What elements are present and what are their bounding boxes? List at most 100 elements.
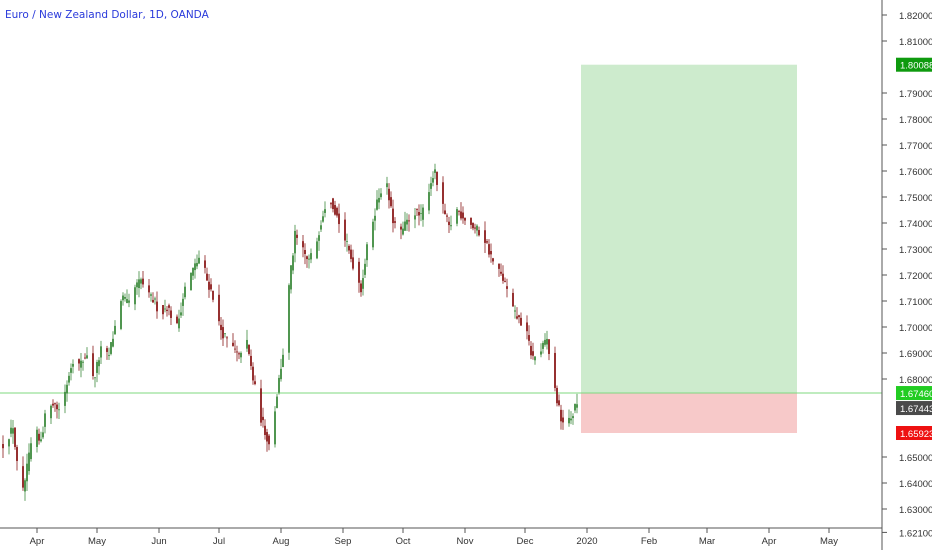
candle-body <box>180 312 182 316</box>
profit-zone <box>581 64 797 394</box>
candle <box>418 204 420 226</box>
candle-body <box>560 409 562 422</box>
x-tick-label: Sep <box>335 536 352 547</box>
candle <box>304 243 306 265</box>
candle <box>246 329 248 352</box>
candle-body <box>226 337 228 339</box>
candle <box>498 263 500 277</box>
candle-body <box>458 211 460 212</box>
candle <box>574 403 576 414</box>
candle <box>546 330 548 350</box>
candle <box>318 231 320 251</box>
candle <box>280 358 282 382</box>
price-tag-bg <box>896 386 932 401</box>
candle <box>192 267 194 281</box>
candle <box>196 254 198 270</box>
candle-body <box>516 316 518 319</box>
candle <box>248 344 250 356</box>
candle <box>436 171 438 192</box>
candle <box>320 220 322 233</box>
candle-body <box>420 213 422 215</box>
candle <box>442 176 444 214</box>
candle-body <box>150 294 152 296</box>
candle-body <box>572 416 574 419</box>
candle-body <box>140 279 142 284</box>
candle <box>400 223 402 240</box>
candle-body <box>44 413 46 427</box>
candle-body <box>22 466 24 488</box>
candle <box>26 453 28 491</box>
candle-body <box>38 433 40 441</box>
candle-body <box>484 230 486 243</box>
candle-body <box>304 250 306 255</box>
candle <box>476 224 478 237</box>
loss-zone <box>581 393 797 434</box>
price-tag-label: 1.67460 <box>900 389 932 400</box>
candle <box>56 401 58 419</box>
candle-body <box>190 272 192 291</box>
candle <box>206 267 208 281</box>
candle <box>176 314 178 325</box>
candle-body <box>446 215 448 217</box>
candle-body <box>232 342 234 346</box>
candle <box>302 234 304 258</box>
candle <box>542 340 544 354</box>
candle-body <box>506 286 508 289</box>
candle <box>126 289 128 304</box>
candle <box>92 345 94 380</box>
y-tick-label: 1.82000 <box>899 11 932 22</box>
candle-body <box>400 226 402 230</box>
candle-body <box>82 361 84 363</box>
candle <box>556 385 558 407</box>
candle <box>554 346 556 392</box>
candle-body <box>50 405 52 419</box>
candle-body <box>406 219 408 225</box>
y-tick-label: 1.64000 <box>899 479 932 490</box>
candle <box>530 341 532 360</box>
candle-body <box>196 262 198 267</box>
candle-body <box>240 352 242 358</box>
candle <box>360 280 362 297</box>
candle <box>226 336 228 348</box>
candle <box>316 237 318 260</box>
candle <box>94 377 96 388</box>
candle-body <box>198 257 200 264</box>
candle <box>394 217 396 229</box>
candle-body <box>124 297 126 299</box>
candle <box>154 296 156 305</box>
candle-body <box>40 439 42 442</box>
candle <box>142 270 144 288</box>
candle <box>512 288 514 307</box>
candle <box>100 340 102 365</box>
candle-body <box>66 384 68 394</box>
candle <box>278 374 280 395</box>
candle-body <box>514 310 516 312</box>
candle <box>220 316 222 340</box>
candle-body <box>554 352 556 388</box>
candle-body <box>434 169 436 173</box>
candle <box>364 258 366 279</box>
candle-body <box>498 263 500 269</box>
candle <box>70 363 72 381</box>
candle-body <box>530 345 532 356</box>
candle <box>290 265 292 294</box>
candle-body <box>358 261 360 283</box>
candle <box>348 244 350 254</box>
candle-body <box>16 447 18 462</box>
candle <box>386 176 388 195</box>
candle <box>324 201 326 218</box>
candle-body <box>394 221 396 223</box>
candle-body <box>532 351 534 356</box>
candle <box>44 409 46 434</box>
candle <box>268 433 270 451</box>
candle-body <box>98 360 100 367</box>
candle-body <box>80 360 82 368</box>
candle <box>506 278 508 298</box>
candle-body <box>54 403 56 405</box>
candle-body <box>430 183 432 189</box>
candle-body <box>362 278 364 289</box>
candle-body <box>474 227 476 229</box>
candle <box>156 291 158 319</box>
